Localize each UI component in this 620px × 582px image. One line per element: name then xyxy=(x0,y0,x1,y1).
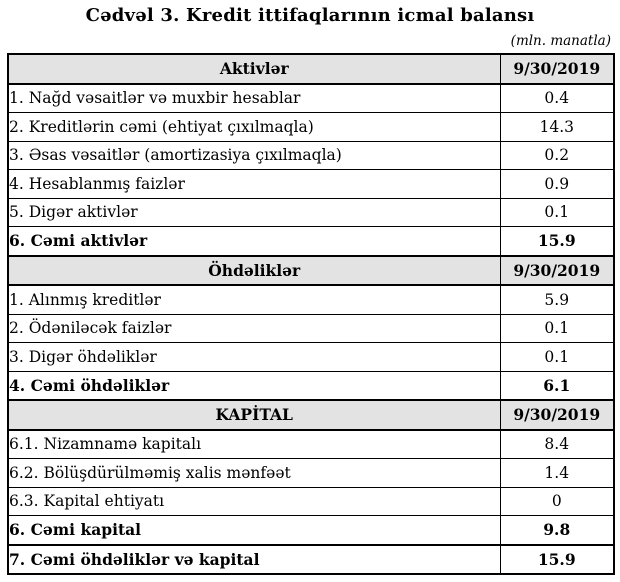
row-label: 4. Hesablanmış faizlər xyxy=(7,169,501,199)
row-label: 4. Cəmi öhdəliklər xyxy=(7,370,501,401)
row-value: 8.4 xyxy=(499,429,615,459)
row-label: 5. Digər aktivlər xyxy=(7,197,501,227)
row-label: 2. Kreditlərin cəmi (ehtiyat çıxılmaqla) xyxy=(7,112,501,142)
section-header-date: 9/30/2019 xyxy=(499,254,615,286)
row-label: 6.3. Kapital ehtiyatı xyxy=(7,486,501,516)
row-value: 0.1 xyxy=(499,197,615,227)
table-row: 1. Nağd vəsaitlər və muxbir hesablar 0.4 xyxy=(7,83,615,113)
unit-note: (mln. manatla) xyxy=(510,33,611,49)
table-row: 2. Kreditlərin cəmi (ehtiyat çıxılmaqla)… xyxy=(7,112,615,142)
section-header-label: Aktivlər xyxy=(7,53,501,85)
table-row: 3. Əsas vəsaitlər (amortizasiya çıxılmaq… xyxy=(7,140,615,170)
table-row: 6.1. Nizamnamə kapitalı 8.4 xyxy=(7,429,615,459)
section-header-row: Aktivlər 9/30/2019 xyxy=(7,53,615,85)
row-value: 0.1 xyxy=(499,313,615,343)
table-row: 2. Ödəniləcək faizlər 0.1 xyxy=(7,313,615,343)
row-value: 15.9 xyxy=(499,543,615,575)
row-value: 0 xyxy=(499,486,615,516)
section-header-date: 9/30/2019 xyxy=(499,399,615,431)
row-label: 3. Digər öhdəliklər xyxy=(7,342,501,372)
table-row: 1. Alınmış kreditlər 5.9 xyxy=(7,284,615,315)
section-header-date: 9/30/2019 xyxy=(499,53,615,85)
table-row: 5. Digər aktivlər 0.1 xyxy=(7,197,615,227)
table-row: 4. Cəmi öhdəliklər 6.1 xyxy=(7,370,615,401)
row-label: 1. Nağd vəsaitlər və muxbir hesablar xyxy=(7,83,501,113)
row-value: 6.1 xyxy=(499,370,615,401)
table-row: 6.3. Kapital ehtiyatı 0 xyxy=(7,486,615,516)
row-label: 6. Cəmi aktivlər xyxy=(7,226,501,256)
row-value: 0.1 xyxy=(499,342,615,372)
page-title: Cədvəl 3. Kredit ittifaqlarının icmal ba… xyxy=(85,5,535,26)
section-header-row: Öhdəliklər 9/30/2019 xyxy=(7,254,615,286)
row-label: 7. Cəmi öhdəliklər və kapital xyxy=(7,543,501,575)
row-value: 14.3 xyxy=(499,112,615,142)
table-row: 6. Cəmi kapital 9.8 xyxy=(7,515,615,545)
table-row: 7. Cəmi öhdəliklər və kapital 15.9 xyxy=(7,543,615,575)
row-label: 6.1. Nizamnamə kapitalı xyxy=(7,429,501,459)
row-label: 3. Əsas vəsaitlər (amortizasiya çıxılmaq… xyxy=(7,140,501,170)
table-row: 6. Cəmi aktivlər 15.9 xyxy=(7,226,615,256)
row-value: 5.9 xyxy=(499,284,615,315)
row-value: 15.9 xyxy=(499,226,615,256)
balance-table-body: Aktivlər 9/30/2019 1. Nağd vəsaitlər və mu… xyxy=(7,53,615,575)
section-header-label: KAPİTAL xyxy=(7,399,501,431)
table-row: 4. Hesablanmış faizlər 0.9 xyxy=(7,169,615,199)
row-value: 0.9 xyxy=(499,169,615,199)
row-label: 6.2. Bölüşdürülməmiş xalis mənfəət xyxy=(7,458,501,488)
row-label: 2. Ödəniləcək faizlər xyxy=(7,313,501,343)
table-row: 3. Digər öhdəliklər 0.1 xyxy=(7,342,615,372)
row-label: 1. Alınmış kreditlər xyxy=(7,284,501,315)
row-label: 6. Cəmi kapital xyxy=(7,515,501,545)
page: Cədvəl 3. Kredit ittifaqlarının icmal ba… xyxy=(0,5,620,582)
row-value: 0.2 xyxy=(499,140,615,170)
row-value: 1.4 xyxy=(499,458,615,488)
balance-table: Aktivlər 9/30/2019 1. Nağd vəsaitlər və mu… xyxy=(7,53,615,575)
row-value: 0.4 xyxy=(499,83,615,113)
section-header-row: KAPİTAL 9/30/2019 xyxy=(7,399,615,431)
table-row: 6.2. Bölüşdürülməmiş xalis mənfəət 1.4 xyxy=(7,458,615,488)
section-header-label: Öhdəliklər xyxy=(7,254,501,286)
row-value: 9.8 xyxy=(499,515,615,545)
